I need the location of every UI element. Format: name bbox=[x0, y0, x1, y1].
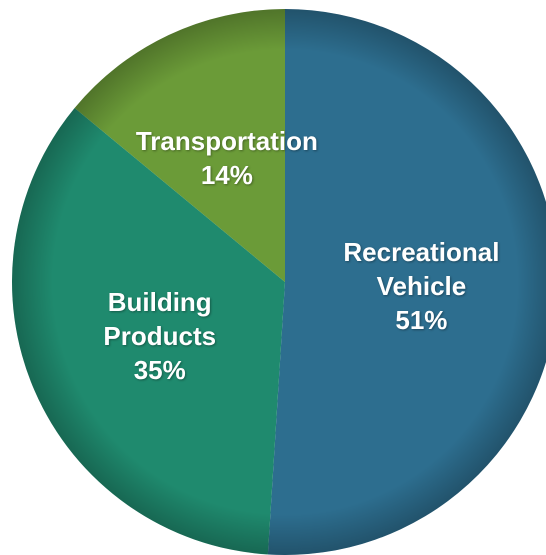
slice-label: Recreational Vehicle 51% bbox=[321, 235, 521, 337]
value-label: 35% bbox=[133, 355, 186, 386]
value-label: 51% bbox=[395, 305, 448, 336]
category-label: Building Products bbox=[103, 287, 217, 352]
slice-label: Transportation 14% bbox=[107, 124, 347, 192]
category-label: Recreational Vehicle bbox=[343, 237, 500, 302]
value-label: 14% bbox=[200, 160, 253, 191]
category-label: Transportation bbox=[135, 126, 318, 157]
slice-label: Building Products 35% bbox=[60, 285, 260, 387]
